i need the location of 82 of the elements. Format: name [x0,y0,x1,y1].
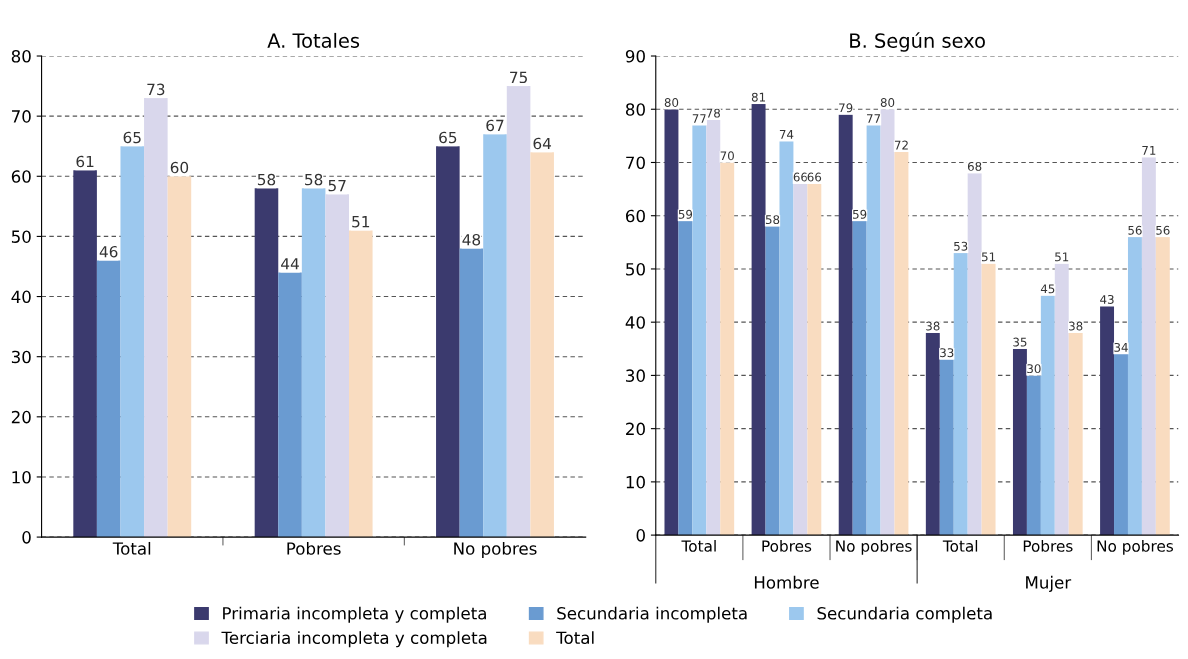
data-label: 59 [853,209,867,219]
data-label: 64 [533,137,552,150]
data-label: 58 [765,215,780,225]
data-label: 38 [1069,321,1083,331]
x-tick-label: Pobres [762,539,812,552]
y-tick-label: 30 [11,350,31,364]
data-label: 78 [706,108,720,118]
data-label: 67 [486,119,504,132]
data-label: 65 [439,131,457,144]
data-label: 43 [1100,294,1114,304]
data-label: 45 [1040,284,1055,294]
data-label: 77 [867,114,881,123]
y-tick-label: 40 [11,290,31,304]
legend-label: Total [556,631,594,645]
data-label: 61 [76,155,94,168]
y-tick-label: 70 [12,110,31,123]
x-tick-label: No pobres [1097,539,1174,555]
data-label: 56 [1156,225,1170,235]
data-label: 44 [281,258,299,270]
chart-title: B. Según sexo [850,32,985,52]
legend-label: Secundaria incompleta [557,606,747,623]
y-tick-label: 80 [11,49,31,63]
data-label: 59 [678,209,693,219]
y-tick-label: 0 [22,531,31,544]
data-label: 75 [510,71,527,84]
data-label: 46 [99,245,118,258]
data-label: 51 [352,216,370,228]
data-label: 56 [1128,225,1142,235]
text: Mujer [1026,575,1072,592]
x-tick-label: Total [112,541,151,555]
legend-label: Secundaria completa [817,606,992,623]
data-label: 80 [880,98,895,107]
text: Hombre [754,575,819,589]
y-tick-label: 30 [626,369,645,382]
y-tick-label: 10 [626,475,645,489]
x-tick-label: No pobres [836,539,912,555]
y-tick-label: 50 [626,262,645,276]
y-tick-label: 60 [626,209,645,223]
y-tick-label: 40 [625,316,645,329]
x-tick-label: Total [942,539,978,552]
legend-label: Terciaria incompleta y completa [221,631,487,648]
y-tick-label: 10 [12,470,31,484]
data-label: 51 [981,252,995,262]
y-tick-label: 80 [625,103,645,116]
x-tick-label: Total [681,539,716,552]
data-label: 57 [328,180,346,192]
y-tick-label: 70 [626,156,645,170]
data-label: 74 [779,130,794,139]
y-tick-label: 50 [11,230,31,243]
y-tick-label: 90 [625,49,645,63]
data-label: 35 [1013,337,1027,347]
data-label: 34 [1114,342,1128,352]
data-label: 30 [1027,364,1041,374]
data-label: 48 [462,233,481,246]
data-label: 66 [793,172,808,182]
data-label: 58 [305,173,323,186]
chart-title: A. Totales [267,32,360,48]
data-label: 71 [1142,146,1156,155]
x-tick-label: Pobres [287,541,341,555]
data-label: 79 [839,103,853,113]
x-tick-label: Pobres [1023,539,1073,552]
data-label: 72 [894,140,908,150]
data-label: 58 [257,173,276,186]
legend-label: Primaria incompleta y completa [223,606,486,623]
x-tick-label: No pobres [454,541,537,559]
data-label: 68 [967,161,982,171]
y-tick-label: 0 [636,529,645,542]
data-label: 66 [807,172,822,182]
data-label: 53 [954,241,968,251]
data-label: 77 [692,114,706,123]
data-label: 70 [720,151,734,161]
data-label: 51 [1055,252,1069,262]
y-tick-label: 20 [626,422,645,436]
data-label: 65 [123,131,141,144]
data-label: 38 [926,321,940,331]
y-tick-label: 20 [11,410,31,424]
data-label: 73 [147,83,165,96]
data-label: 60 [170,161,189,174]
y-tick-label: 60 [11,170,31,183]
data-label: 81 [751,92,765,102]
data-label: 80 [664,98,679,107]
data-label: 33 [940,348,954,358]
